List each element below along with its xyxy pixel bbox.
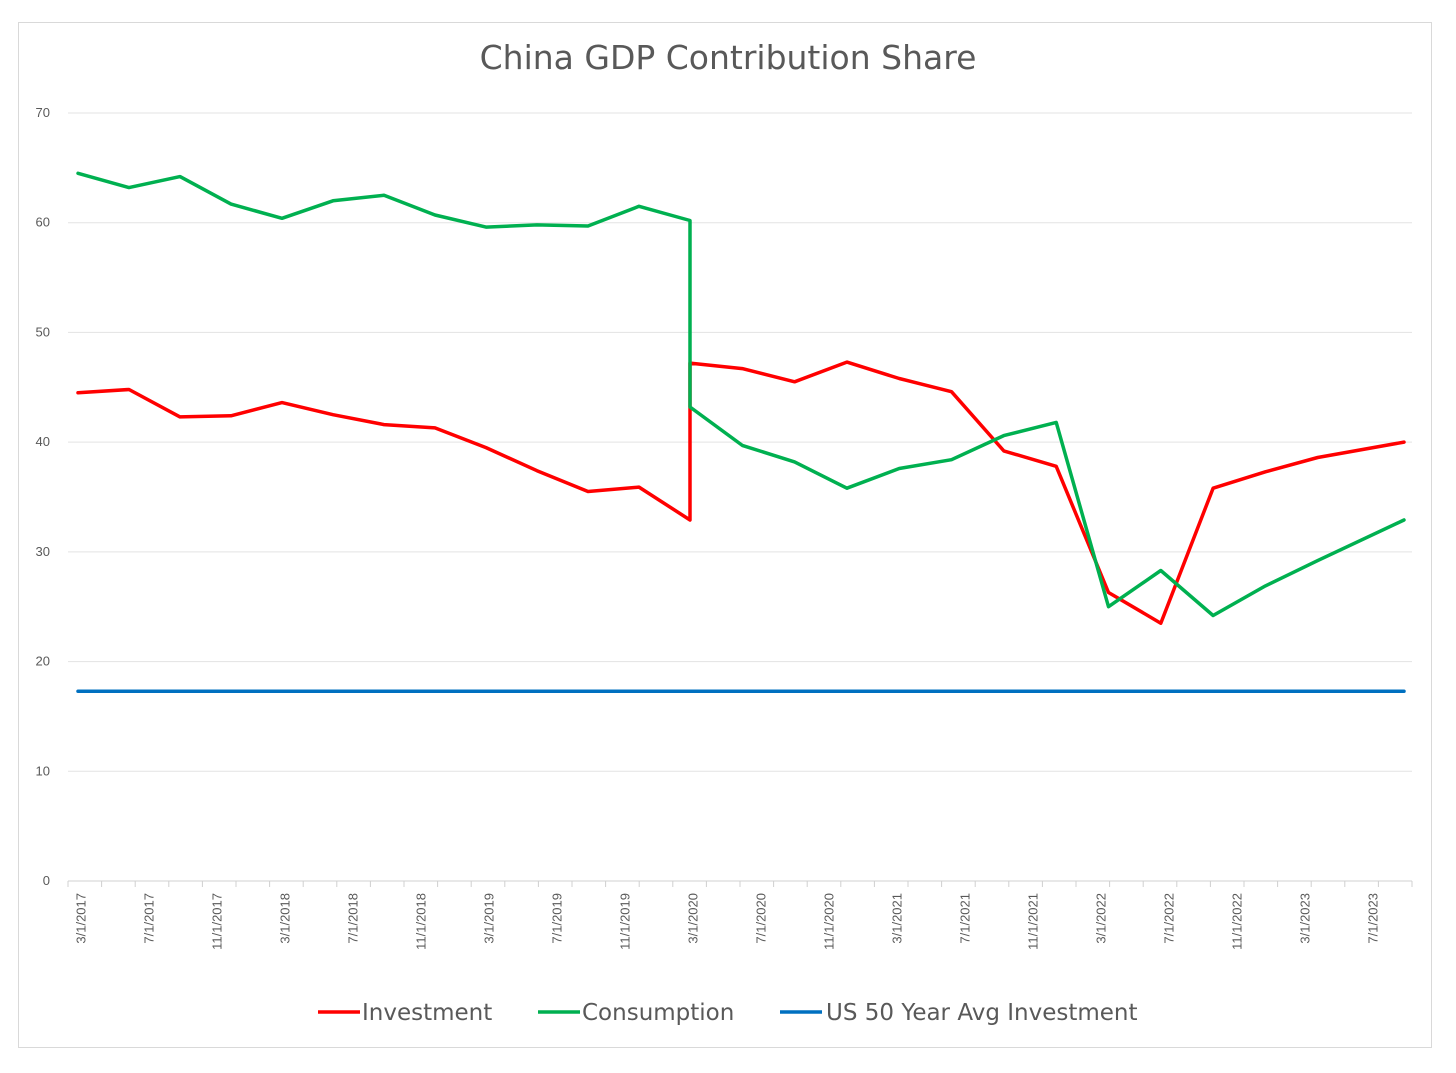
x-tick-label: 3/1/2020 xyxy=(685,893,700,944)
legend: Investment Consumption US 50 Year Avg Inve… xyxy=(318,1000,1138,1026)
y-tick-label: 10 xyxy=(36,763,50,778)
y-tick-label: 60 xyxy=(36,215,50,230)
x-tick-label: 3/1/2019 xyxy=(481,893,496,944)
x-tick-label: 3/1/2022 xyxy=(1093,893,1108,944)
series-lines xyxy=(76,171,1406,693)
series-line-0 xyxy=(76,360,1406,625)
x-tick-label: 11/1/2017 xyxy=(209,893,224,950)
legend-label: Investment xyxy=(362,1000,492,1026)
x-tick-label: 11/1/2021 xyxy=(1025,893,1040,950)
y-tick-label: 70 xyxy=(36,105,50,120)
x-tick-label: 3/1/2018 xyxy=(277,893,292,944)
y-tick-label: 20 xyxy=(36,654,50,669)
y-tick-label: 30 xyxy=(36,544,50,559)
x-tick-label: 3/1/2017 xyxy=(73,893,88,944)
x-tick-label: 3/1/2021 xyxy=(889,893,904,944)
x-tick-label: 7/1/2017 xyxy=(141,893,156,944)
x-tick-label: 7/1/2021 xyxy=(957,893,972,944)
chart-title: China GDP Contribution Share xyxy=(479,38,977,77)
x-tick-label: 3/1/2023 xyxy=(1297,893,1312,944)
x-tick-label: 11/1/2019 xyxy=(617,893,632,950)
x-tick-label: 7/1/2019 xyxy=(549,893,564,944)
axes: 0 10 20 30 40 50 60 70 3/1/2017 7/1/2017 11/1/2017… xyxy=(36,105,1413,950)
x-tick-label: 7/1/2022 xyxy=(1161,893,1176,944)
x-tick-label: 7/1/2020 xyxy=(753,893,768,944)
x-tick-label: 11/1/2020 xyxy=(821,893,836,950)
legend-label: Consumption xyxy=(582,1000,734,1026)
series-line-1 xyxy=(76,171,1406,618)
x-tick-label: 7/1/2018 xyxy=(345,893,360,944)
x-tick-label: 11/1/2022 xyxy=(1229,893,1244,950)
x-tick-label: 7/1/2023 xyxy=(1365,893,1380,944)
y-tick-label: 40 xyxy=(36,434,50,449)
legend-label: US 50 Year Avg Investment xyxy=(826,1000,1138,1026)
y-tick-label: 0 xyxy=(43,873,50,888)
y-tick-label: 50 xyxy=(36,324,50,339)
x-tick-label: 11/1/2018 xyxy=(413,893,428,950)
